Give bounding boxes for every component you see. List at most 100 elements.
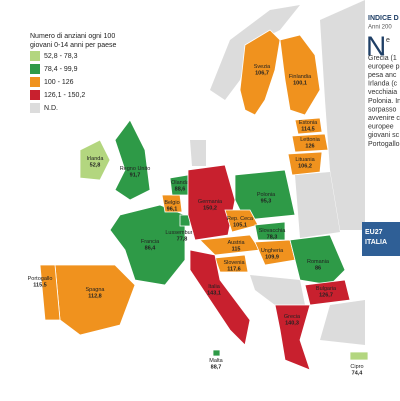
country: [214, 254, 249, 273]
country-name: Olanda: [171, 180, 190, 186]
land: [210, 5, 300, 100]
country: [289, 234, 346, 286]
country-name: Slovenia: [223, 260, 245, 266]
country-name: Spagna: [86, 287, 106, 293]
country-value: 52,8: [90, 162, 101, 168]
country: [187, 164, 236, 241]
panel-line: vecchiaia: [368, 89, 397, 96]
country-value: 143,1: [207, 290, 221, 296]
legend-label: 78,4 - 99,9: [44, 66, 78, 73]
country-value: 112,8: [88, 293, 101, 299]
land: [250, 275, 305, 305]
land: [320, 300, 365, 345]
country: [294, 117, 323, 135]
country-name: Rep. Ceca: [227, 216, 254, 222]
country-value: 150,2: [203, 205, 217, 211]
country-value: 126: [305, 143, 314, 149]
land: [295, 172, 340, 238]
legend-title: giovani 0-14 anni per paese: [30, 42, 117, 49]
country-name: Polonia: [257, 192, 276, 198]
legend-label: 100 - 126: [44, 79, 74, 86]
country: [291, 133, 329, 153]
land: [320, 0, 365, 230]
legend-label: 52,8 - 78,3: [44, 53, 78, 60]
country-value: 140,3: [285, 320, 299, 326]
country-name: Bulgaria: [316, 286, 337, 292]
country-value: 86,4: [145, 245, 157, 251]
dropcap: N: [366, 30, 386, 61]
country-value: 95,3: [261, 198, 272, 204]
legend-swatch: [30, 103, 40, 113]
country-value: 115,5: [33, 282, 46, 288]
country: [114, 119, 151, 201]
legend-title: Numero di anziani ogni 100: [30, 33, 115, 40]
country-name: Malta: [209, 358, 223, 364]
country: [349, 351, 369, 361]
panel-line: sorpasso: [368, 106, 397, 113]
country-name: Belgio: [164, 200, 179, 206]
panel-line: pesa anc: [368, 72, 397, 79]
country-value: 109,9: [265, 254, 279, 260]
panel-line: europee p: [368, 63, 400, 70]
country-value: 74,4: [352, 370, 364, 376]
country: [79, 139, 111, 181]
legend: Numero di anziani ogni 100 giovani 0-14 a…: [30, 33, 117, 113]
country-value: 126,7: [319, 292, 333, 298]
panel-line: avvenire c: [368, 115, 400, 122]
country-name: Portogallo: [28, 276, 53, 282]
country: [189, 249, 251, 346]
country-name: Slovacchia: [259, 228, 287, 234]
panel-line: Grecia (1: [368, 55, 397, 62]
country-name: Lussemburgo: [165, 230, 198, 236]
country-name: Cipro: [350, 364, 363, 370]
panel-line: europee: [368, 124, 394, 131]
country: [212, 349, 221, 357]
legend-label: N.D.: [44, 105, 58, 112]
background-land: [190, 0, 365, 345]
country-name: Germania: [198, 199, 223, 205]
country-name: Lituania: [295, 157, 315, 163]
country-name: Romania: [307, 259, 330, 265]
country-value: 117,6: [227, 266, 240, 272]
panel-line: giovani sc: [368, 132, 400, 139]
country: [279, 34, 321, 116]
land: [190, 140, 206, 166]
legend-swatch: [30, 51, 40, 61]
country-name: Grecia: [284, 314, 301, 320]
panel-line: Portogallo: [368, 141, 400, 148]
country-value: 86: [315, 265, 321, 271]
box-label: EU27: [365, 229, 383, 236]
legend-swatch: [30, 90, 40, 100]
country-value: 106,7: [255, 70, 269, 76]
country-value: 106,2: [298, 163, 312, 169]
info-box: [362, 222, 400, 256]
country-value: 78,3: [267, 234, 278, 240]
country-name: Svezia: [254, 64, 271, 70]
country-value: 88,7: [211, 364, 222, 370]
country: [239, 29, 281, 116]
country-name: Austria: [227, 240, 245, 246]
country-name: Ungheria: [261, 248, 284, 254]
country-value: 105,1: [233, 222, 247, 228]
country-name: Italia: [208, 284, 221, 290]
country-value: 114,5: [301, 126, 314, 132]
country-name: Finlandia: [289, 74, 312, 80]
legend-swatch: [30, 77, 40, 87]
country-name: Irlanda: [87, 156, 105, 162]
country-value: 96,1: [167, 206, 178, 212]
country: [54, 264, 136, 336]
country-name: Lettonia: [300, 137, 321, 143]
country-value: 77,8: [177, 236, 188, 242]
country: [304, 279, 351, 306]
country: [39, 264, 61, 321]
country: [287, 151, 323, 176]
panel-line: Polonia. In: [368, 98, 400, 105]
country: [274, 304, 311, 371]
country: [179, 214, 191, 227]
country-name: Regno Unito: [120, 166, 151, 172]
country-value: 88,6: [175, 186, 186, 192]
legend-swatch: [30, 64, 40, 74]
